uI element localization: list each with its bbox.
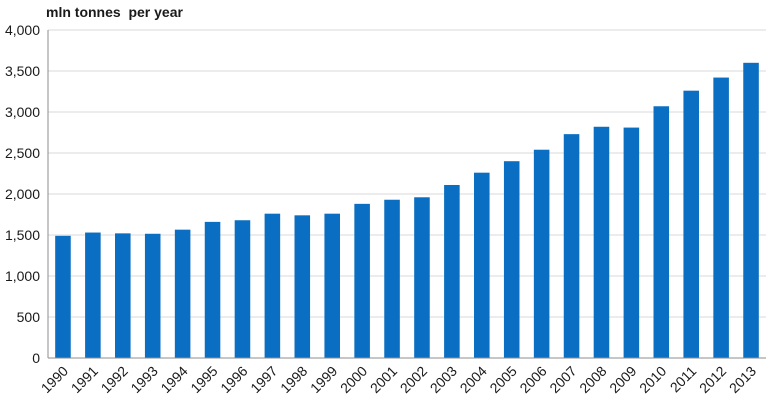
x-tick-label: 1995 bbox=[187, 363, 220, 396]
bar-2012 bbox=[713, 77, 729, 358]
x-tick-label: 2012 bbox=[696, 363, 729, 396]
x-tick-label: 2007 bbox=[546, 363, 579, 396]
y-tick-label: 4,000 bbox=[5, 22, 40, 38]
x-tick-label: 2000 bbox=[337, 363, 370, 396]
bar-2007 bbox=[563, 134, 580, 358]
y-tick-label: 2,000 bbox=[5, 186, 40, 202]
x-tick-label: 1992 bbox=[98, 363, 131, 396]
bar-1993 bbox=[144, 233, 161, 358]
bar-2006 bbox=[533, 149, 550, 358]
x-tick-label: 2008 bbox=[576, 363, 609, 396]
x-tick-label: 2005 bbox=[486, 363, 519, 396]
x-tick-label: 2004 bbox=[457, 363, 490, 396]
y-tick-label: 2,500 bbox=[5, 145, 40, 161]
bar-2003 bbox=[444, 184, 460, 358]
y-tick-label: 3,500 bbox=[5, 63, 40, 79]
y-axis-unit-label: mln tonnes per year bbox=[46, 4, 183, 20]
bar-2004 bbox=[474, 172, 490, 358]
y-tick-label: 500 bbox=[17, 309, 41, 325]
y-tick-labels: 0 500 1,000 1,500 2,000 2,500 3,000 3,500 4,000 bbox=[5, 22, 40, 366]
bars bbox=[55, 62, 759, 359]
bar-1990 bbox=[55, 235, 71, 358]
x-tick-label: 1999 bbox=[307, 363, 340, 396]
x-tick-label: 1990 bbox=[38, 363, 71, 396]
bar-1991 bbox=[85, 232, 101, 358]
x-tick-label: 1997 bbox=[247, 363, 280, 396]
bar-1997 bbox=[264, 213, 281, 358]
x-tick-label: 2006 bbox=[516, 363, 549, 396]
x-tick-label: 1998 bbox=[277, 363, 310, 396]
bar-1995 bbox=[204, 221, 221, 358]
x-tick-label: 1991 bbox=[68, 363, 101, 396]
x-tick-label: 1993 bbox=[127, 363, 160, 396]
axes bbox=[47, 30, 766, 359]
x-tick-label: 2003 bbox=[427, 363, 460, 396]
x-tick-label: 2010 bbox=[636, 363, 669, 396]
bar-2002 bbox=[414, 197, 430, 358]
bar-2013 bbox=[743, 62, 759, 359]
bar-1998 bbox=[294, 215, 311, 358]
bar-1992 bbox=[115, 233, 131, 358]
bar-2000 bbox=[354, 203, 370, 358]
x-tick-label: 2002 bbox=[397, 363, 430, 396]
bar-2001 bbox=[384, 199, 400, 358]
bar-2005 bbox=[503, 161, 520, 358]
bar-2009 bbox=[623, 127, 640, 358]
x-tick-label: 2011 bbox=[667, 363, 700, 396]
y-tick-label: 1,500 bbox=[5, 227, 40, 243]
bar-1996 bbox=[234, 220, 251, 358]
bar-2010 bbox=[653, 106, 670, 358]
bar-1999 bbox=[324, 213, 340, 358]
bar-2008 bbox=[593, 126, 610, 358]
x-tick-label: 1994 bbox=[157, 363, 190, 396]
bar-2011 bbox=[683, 90, 699, 359]
gridlines bbox=[48, 29, 766, 318]
x-tick-labels: 1990199119921993199419951996199719981999… bbox=[38, 363, 760, 396]
x-tick-label: 2009 bbox=[606, 363, 639, 396]
x-tick-label: 1996 bbox=[217, 363, 250, 396]
y-tick-label: 1,000 bbox=[5, 268, 40, 284]
bar-1994 bbox=[174, 229, 191, 358]
x-tick-label: 2001 bbox=[367, 363, 400, 396]
x-tick-label: 2013 bbox=[726, 363, 759, 396]
y-tick-label: 0 bbox=[32, 350, 40, 366]
y-tick-label: 3,000 bbox=[5, 104, 40, 120]
